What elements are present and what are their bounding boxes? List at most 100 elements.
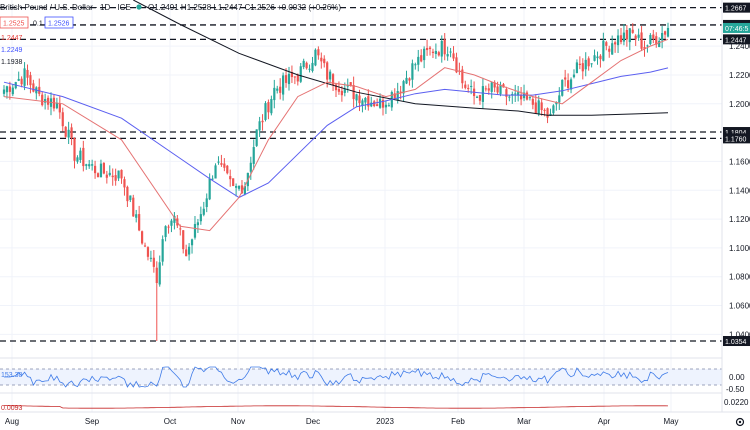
- candle-body: [352, 85, 355, 100]
- candle-body: [140, 231, 144, 244]
- candle-body: [423, 48, 426, 61]
- candle-body: [502, 84, 505, 88]
- candle-body: [575, 62, 579, 74]
- candle-body: [58, 103, 61, 113]
- indicator-value: 0.0093: [1, 405, 23, 412]
- candle-body: [64, 126, 67, 137]
- candle-body: [514, 93, 517, 95]
- candle-body: [376, 104, 379, 107]
- candle-body: [564, 77, 567, 80]
- candle-body: [519, 94, 523, 100]
- candle-body: [264, 103, 267, 120]
- candle-body: [235, 186, 238, 188]
- candle-body: [361, 100, 364, 106]
- candle-body: [173, 215, 176, 223]
- candle-body: [249, 162, 252, 172]
- candle-body: [405, 77, 408, 84]
- candle-body: [229, 176, 232, 180]
- time-axis-label: Sep: [85, 417, 100, 426]
- candle-body: [296, 74, 299, 82]
- candle-body: [596, 56, 599, 59]
- candle-body: [99, 163, 103, 178]
- candle-body: [531, 98, 534, 105]
- candle-body: [79, 150, 82, 160]
- price-tick-label: 1.0400: [729, 330, 750, 339]
- indicator-tick-label: 0.0220: [724, 398, 749, 407]
- candle-body: [155, 267, 158, 284]
- candle-body: [543, 109, 546, 111]
- candle-body: [82, 147, 85, 167]
- candle-body: [129, 195, 132, 200]
- candle-body: [567, 80, 570, 88]
- candle-body: [323, 58, 326, 64]
- candle-body: [317, 49, 320, 56]
- candle-body: [70, 127, 73, 138]
- candle-body: [143, 245, 147, 247]
- candle-body: [340, 90, 343, 96]
- candle-body: [187, 246, 191, 255]
- price-tick-label: 1.2200: [729, 71, 750, 80]
- candle-body: [314, 49, 317, 66]
- candle-body: [96, 173, 100, 178]
- candle-body: [111, 175, 114, 178]
- candle-body: [290, 71, 294, 78]
- settings-gear-icon[interactable]: [735, 417, 745, 427]
- ask-price: 1.2526: [48, 21, 70, 28]
- price-tick-label: 1.2000: [729, 100, 750, 109]
- candle-body: [193, 224, 197, 238]
- candle-body: [540, 102, 543, 111]
- candle-body: [149, 257, 153, 259]
- candle-body: [631, 29, 634, 33]
- candle-body: [440, 40, 443, 57]
- price-tick-label: 1.1200: [729, 215, 750, 224]
- ask-box[interactable]: [44, 16, 74, 29]
- candle-body: [452, 53, 455, 59]
- candle-body: [55, 102, 58, 109]
- candle-body: [614, 42, 617, 45]
- cci-tick-label: 0.00: [729, 373, 745, 382]
- indicator-line: [3, 405, 669, 409]
- candle-body: [467, 87, 470, 89]
- candle-body: [546, 108, 549, 118]
- price-tick-label: 1.1000: [729, 244, 750, 253]
- time-axis-label: Oct: [164, 417, 177, 426]
- moving-average-value: 1.2447: [1, 35, 23, 42]
- candle-body: [666, 27, 670, 37]
- candle-body: [490, 82, 493, 92]
- candle-body: [305, 62, 308, 69]
- candle-body: [637, 34, 640, 38]
- candle-body: [652, 34, 655, 39]
- candle-body: [261, 120, 264, 123]
- candle-body: [329, 71, 332, 80]
- moving-average-value: 1.1938: [1, 59, 23, 66]
- candle-body: [464, 84, 467, 88]
- candle-body: [161, 239, 164, 262]
- candle-body: [558, 95, 561, 103]
- candle-body: [658, 40, 661, 48]
- candle-body: [223, 163, 226, 168]
- price-level-tag-label: 1.2667: [725, 6, 747, 13]
- candle-body: [202, 208, 205, 215]
- candle-body: [17, 78, 20, 81]
- candle-body: [552, 105, 555, 114]
- time-axis-label: May: [663, 417, 678, 426]
- price-level-tag: [723, 133, 750, 144]
- bid-box[interactable]: [0, 16, 29, 29]
- candle-body: [20, 78, 23, 85]
- candle-body: [44, 98, 47, 103]
- candle-body: [587, 58, 590, 67]
- candle-body: [220, 163, 223, 165]
- candle-body: [26, 69, 29, 78]
- candle-body: [185, 249, 188, 257]
- candle-body: [164, 226, 167, 238]
- candle-body: [578, 63, 581, 65]
- candle-body: [196, 222, 200, 226]
- candle-body: [634, 35, 637, 40]
- candle-body: [108, 172, 111, 176]
- candle-body: [208, 178, 211, 200]
- candle-body: [619, 35, 623, 43]
- candle-body: [326, 62, 329, 80]
- candle-body: [41, 94, 44, 106]
